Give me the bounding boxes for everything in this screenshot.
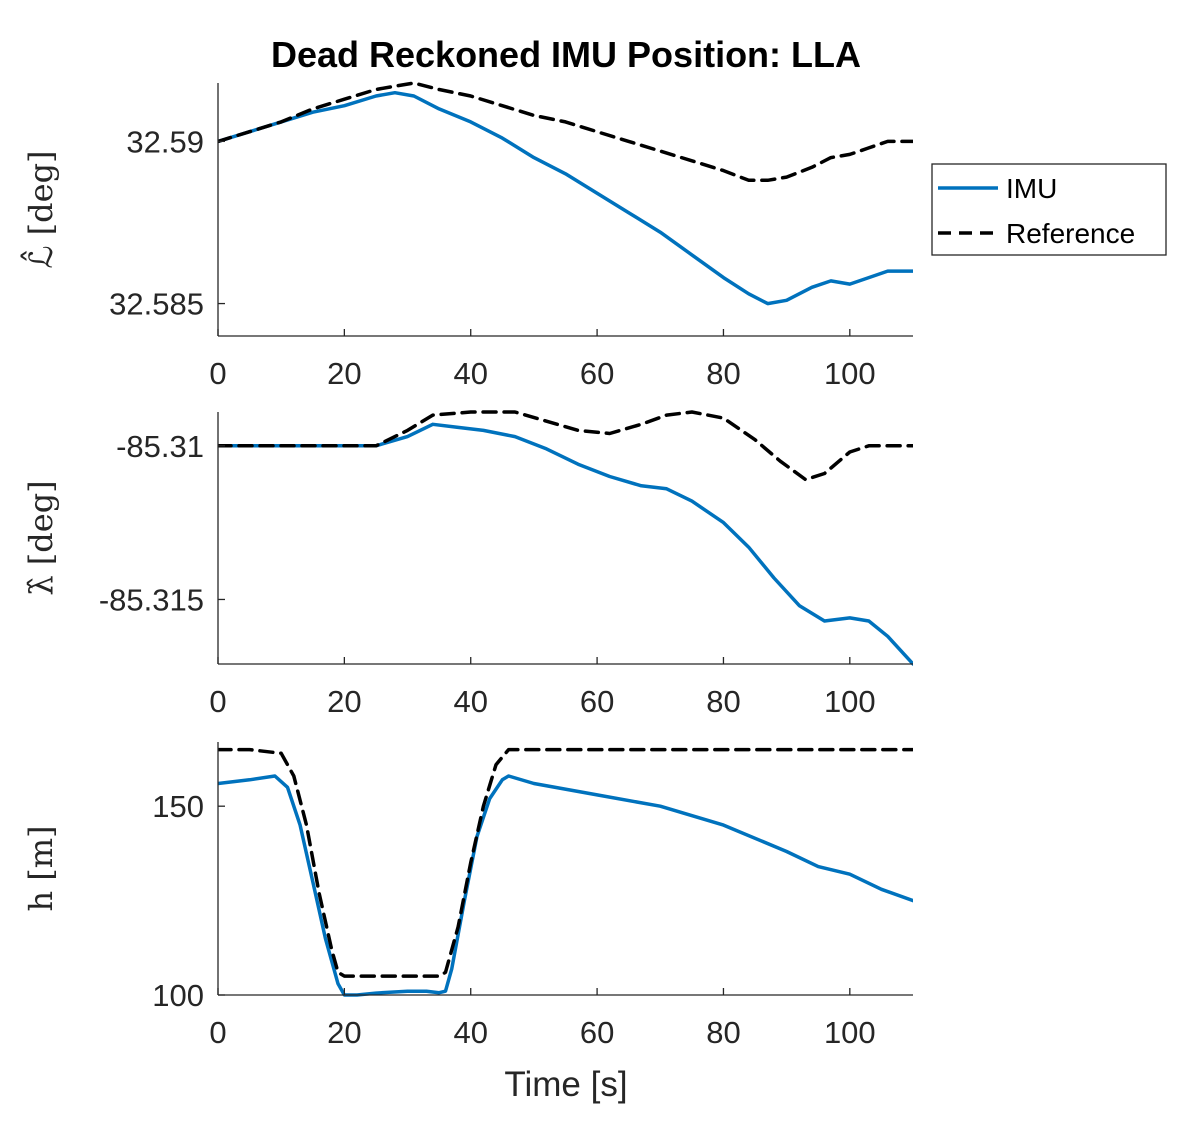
latitude-panel: 0 20 40 60 80 100 32.585 32.59 ℒ̂ [deg] (20, 81, 913, 391)
longitude-series-reference (218, 410, 913, 482)
legend: IMU Reference (931, 163, 1167, 256)
longitude-y-tick-label: -85.315 (99, 582, 204, 617)
height-panel: 0 20 40 60 80 100 100 150 h [m] (22, 742, 913, 1050)
height-x-tick-label: 60 (580, 1015, 614, 1050)
longitude-x-tick-label: 20 (327, 684, 361, 719)
legend-label-reference: Reference (1006, 218, 1135, 249)
latitude-x-tick-label: 20 (327, 356, 361, 391)
latitude-y-tick-label: 32.585 (109, 287, 204, 322)
legend-box (931, 163, 1167, 256)
longitude-x-tick-label: 60 (580, 684, 614, 719)
height-x-tick-label: 40 (453, 1015, 487, 1050)
figure-title: Dead Reckoned IMU Position: LLA (271, 34, 861, 75)
height-series-imu (218, 774, 913, 997)
latitude-x-tick-label: 40 (453, 356, 487, 391)
longitude-y-axis-label: λ̂ [deg] (22, 480, 60, 595)
latitude-x-tick-label: 60 (580, 356, 614, 391)
height-y-tick-label: 100 (152, 978, 204, 1013)
longitude-series-imu (218, 422, 913, 666)
height-y-tick-label: 150 (152, 789, 204, 824)
longitude-panel: 0 20 40 60 80 100 -85.315 -85.31 λ̂ [deg] (22, 410, 913, 719)
longitude-x-tick-label: 0 (209, 684, 226, 719)
latitude-x-tick-label: 80 (706, 356, 740, 391)
height-x-tick-label: 80 (706, 1015, 740, 1050)
legend-label-imu: IMU (1006, 173, 1057, 204)
height-series-reference (218, 747, 913, 978)
latitude-y-axis-label: ℒ̂ [deg] (20, 150, 60, 268)
latitude-x-tick-label: 0 (209, 356, 226, 391)
latitude-y-tick-label: 32.59 (126, 124, 204, 159)
latitude-series-reference (218, 81, 913, 183)
x-axis-label: Time [s] (504, 1065, 627, 1104)
height-x-tick-label: 0 (209, 1015, 226, 1050)
height-x-tick-label: 100 (824, 1015, 876, 1050)
longitude-x-tick-label: 40 (453, 684, 487, 719)
longitude-y-tick-label: -85.31 (116, 429, 204, 464)
height-x-tick-label: 20 (327, 1015, 361, 1050)
longitude-x-tick-label: 100 (824, 684, 876, 719)
longitude-x-tick-label: 80 (706, 684, 740, 719)
latitude-x-tick-label: 100 (824, 356, 876, 391)
latitude-series-imu (218, 90, 913, 306)
height-y-axis-label: h [m] (22, 825, 60, 911)
